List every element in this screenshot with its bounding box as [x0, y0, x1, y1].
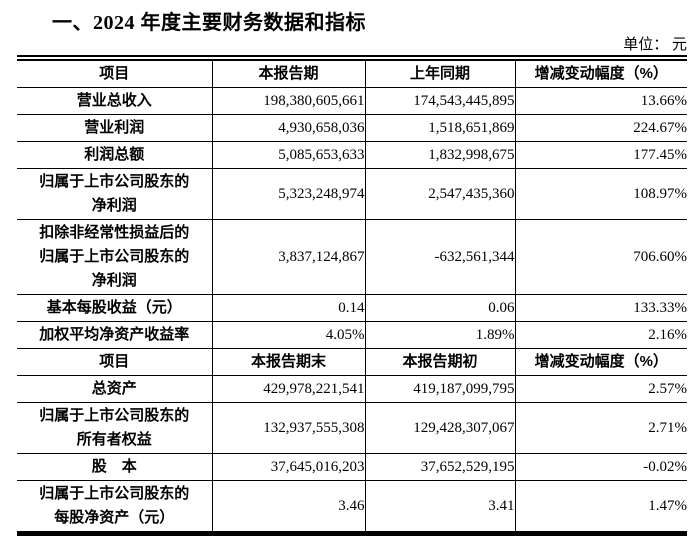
col-header-item: 项目: [17, 348, 213, 376]
table-row: 归属于上市公司股东的 净利润 5,323,248,974 2,547,435,3…: [17, 168, 687, 220]
table-row: 总资产 429,978,221,541 419,187,099,795 2.57…: [17, 375, 687, 403]
value-current: 4.05%: [211, 321, 366, 349]
value-prior: -632,561,344: [364, 219, 516, 295]
row-label: 总资产: [17, 375, 213, 403]
row-label: 扣除非经常性损益后的 归属于上市公司股东的 净利润: [17, 219, 213, 295]
header-row-period: 项目 本报告期 上年同期 增减变动幅度（%）: [17, 57, 687, 88]
unit-label: 单位： 元: [623, 37, 687, 53]
table-row: 营业利润 4,930,658,036 1,518,651,869 224.67%: [17, 114, 687, 142]
value-current: 4,930,658,036: [211, 114, 366, 142]
col-header-period-end: 本报告期末: [211, 348, 366, 376]
row-label: 归属于上市公司股东的 所有者权益: [17, 402, 213, 454]
header-row-balance: 项目 本报告期末 本报告期初 增减变动幅度（%）: [17, 348, 687, 376]
value-change: 706.60%: [514, 219, 687, 295]
value-prior: 1,518,651,869: [364, 114, 516, 142]
value-current: 3,837,124,867: [211, 219, 366, 295]
table-row: 基本每股收益（元） 0.14 0.06 133.33%: [17, 294, 687, 322]
value-prior: 1,832,998,675: [364, 141, 516, 169]
page-title: 一、2024 年度主要财务数据和指标: [52, 12, 366, 34]
value-prior: 419,187,099,795: [364, 375, 516, 403]
value-prior: 37,652,529,195: [364, 453, 516, 481]
col-header-change: 增减变动幅度（%）: [514, 57, 687, 88]
value-change: -0.02%: [514, 453, 687, 481]
value-change: 13.66%: [514, 87, 687, 115]
value-change: 177.45%: [514, 141, 687, 169]
value-prior: 3.41: [364, 480, 516, 534]
value-current: 5,085,653,633: [211, 141, 366, 169]
table-row: 利润总额 5,085,653,633 1,832,998,675 177.45%: [17, 141, 687, 169]
value-current: 198,380,605,661: [211, 87, 366, 115]
row-label: 归属于上市公司股东的 每股净资产（元）: [17, 480, 213, 534]
value-change: 133.33%: [514, 294, 687, 322]
table-row: 股 本 37,645,016,203 37,652,529,195 -0.02%: [17, 453, 687, 481]
value-prior: 1.89%: [364, 321, 516, 349]
value-current: 0.14: [211, 294, 366, 322]
value-current: 429,978,221,541: [211, 375, 366, 403]
value-current: 37,645,016,203: [211, 453, 366, 481]
value-change: 2.57%: [514, 375, 687, 403]
table-row: 归属于上市公司股东的 所有者权益 132,937,555,308 129,428…: [17, 402, 687, 454]
row-label: 营业总收入: [17, 87, 213, 115]
row-label: 加权平均净资产收益率: [17, 321, 213, 349]
col-header-current-period: 本报告期: [211, 57, 366, 88]
row-label: 营业利润: [17, 114, 213, 142]
table-row: 营业总收入 198,380,605,661 174,543,445,895 13…: [17, 87, 687, 115]
value-current: 132,937,555,308: [211, 402, 366, 454]
value-prior: 129,428,307,067: [364, 402, 516, 454]
col-header-item: 项目: [17, 57, 213, 88]
row-label: 利润总额: [17, 141, 213, 169]
col-header-period-start: 本报告期初: [364, 348, 516, 376]
col-header-change: 增减变动幅度（%）: [514, 348, 687, 376]
financial-data-table: 项目 本报告期 上年同期 增减变动幅度（%） 营业总收入 198,380,605…: [17, 55, 687, 536]
value-prior: 174,543,445,895: [364, 87, 516, 115]
value-current: 5,323,248,974: [211, 168, 366, 220]
value-change: 224.67%: [514, 114, 687, 142]
row-label: 归属于上市公司股东的 净利润: [17, 168, 213, 220]
table-row: 加权平均净资产收益率 4.05% 1.89% 2.16%: [17, 321, 687, 349]
row-label: 基本每股收益（元）: [17, 294, 213, 322]
value-change: 108.97%: [514, 168, 687, 220]
value-current: 3.46: [211, 480, 366, 534]
value-change: 1.47%: [514, 480, 687, 534]
table-row: 归属于上市公司股东的 每股净资产（元） 3.46 3.41 1.47%: [17, 480, 687, 534]
col-header-prior-period: 上年同期: [364, 57, 516, 88]
row-label: 股 本: [17, 453, 213, 481]
value-prior: 0.06: [364, 294, 516, 322]
table-row: 扣除非经常性损益后的 归属于上市公司股东的 净利润 3,837,124,867 …: [17, 219, 687, 295]
value-change: 2.71%: [514, 402, 687, 454]
value-prior: 2,547,435,360: [364, 168, 516, 220]
value-change: 2.16%: [514, 321, 687, 349]
